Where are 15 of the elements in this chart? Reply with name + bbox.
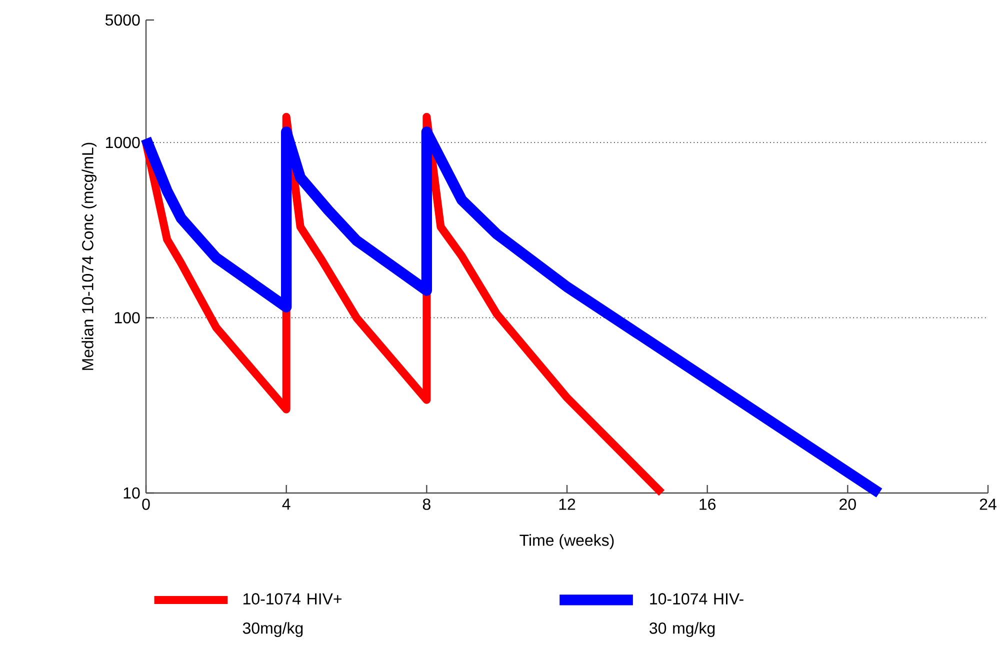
y-tick-label: 10 — [124, 487, 140, 499]
x-tick-label: 24 — [980, 498, 996, 510]
y-tick-label: 5000 — [105, 14, 140, 26]
x-tick-label: 0 — [142, 498, 150, 510]
x-tick-label: 12 — [559, 498, 576, 510]
legend-label: 10-1074 HIV+ 30mg/kg — [242, 593, 342, 638]
x-tick-label: 20 — [840, 498, 856, 510]
legend-label: 10-1074 HIV- 30 mg/kg — [650, 593, 744, 638]
x-tick-label: 16 — [700, 498, 716, 510]
x-axis-title: Time (weeks) — [520, 534, 614, 550]
x-tick-label: 8 — [422, 498, 430, 510]
x-tick-label: 4 — [282, 498, 290, 510]
y-tick-label: 1000 — [106, 136, 140, 148]
y-tick-label: 100 — [114, 312, 140, 324]
y-axis-title: Median 10-1074 Conc (mcg/mL) — [82, 142, 97, 370]
